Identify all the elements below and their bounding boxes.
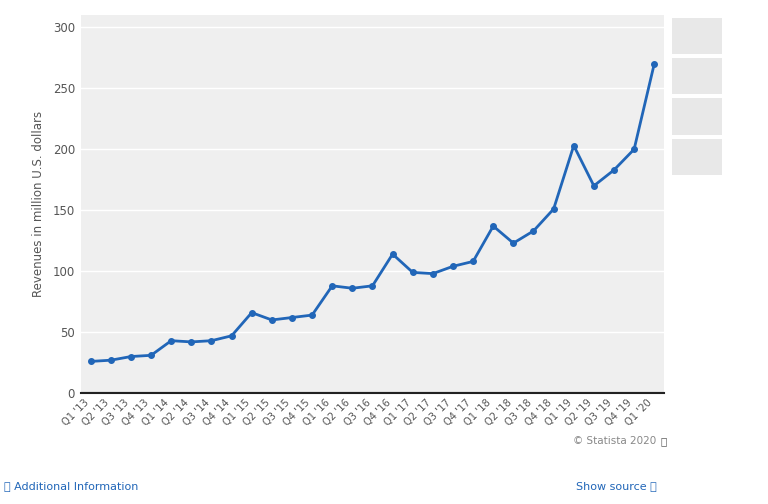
Text: ⓘ Additional Information: ⓘ Additional Information bbox=[4, 481, 138, 491]
Text: © Statista 2020: © Statista 2020 bbox=[574, 436, 657, 446]
Text: 🏴: 🏴 bbox=[660, 436, 667, 446]
Y-axis label: Revenues in million U.S. dollars: Revenues in million U.S. dollars bbox=[31, 111, 45, 297]
Text: Show source ⓘ: Show source ⓘ bbox=[576, 481, 657, 491]
